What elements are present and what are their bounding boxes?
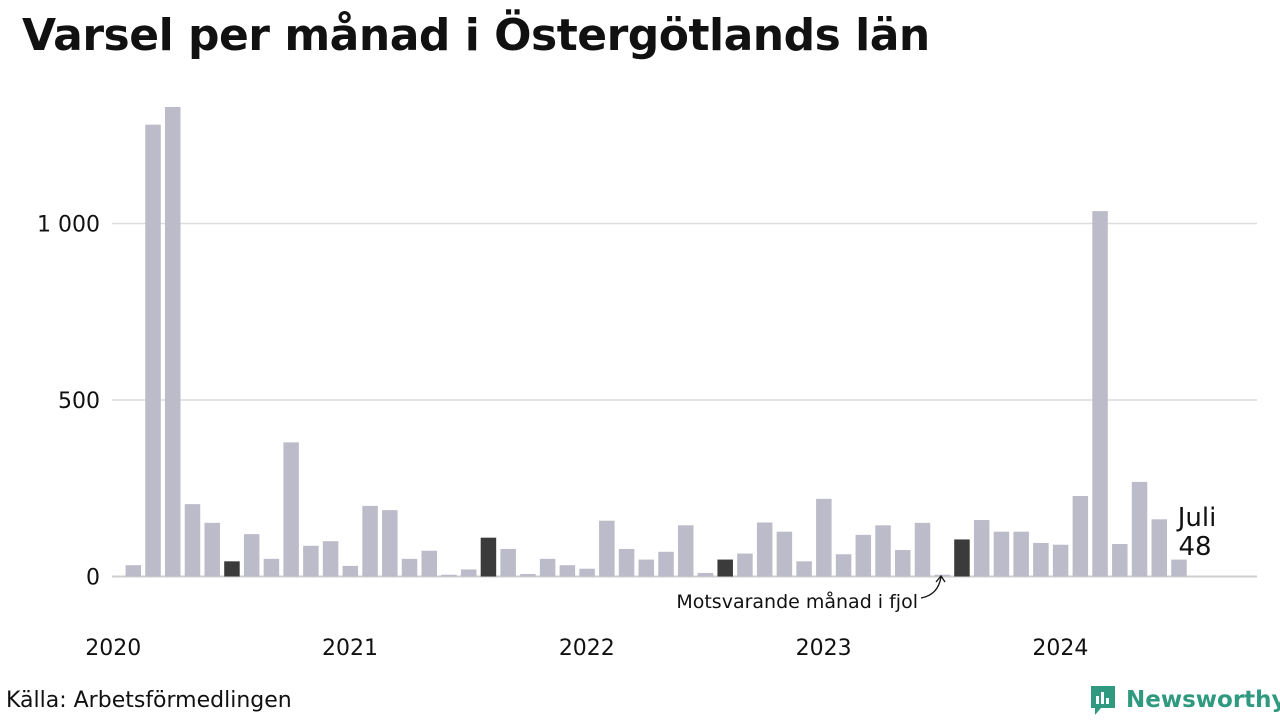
bar-2020-02 <box>145 124 161 577</box>
current-month-value: 48 <box>1178 532 1211 562</box>
bar-2022-01 <box>599 520 615 577</box>
bar-2022-09 <box>756 522 773 577</box>
y-tick-label: 0 <box>86 566 100 591</box>
bar-2022-03 <box>638 559 655 577</box>
bar-2023-11 <box>1033 542 1049 577</box>
bar-2022-06 <box>697 572 714 577</box>
bar-2020-09 <box>283 442 299 577</box>
bar-2022-11 <box>796 561 812 577</box>
annotation-arrowhead <box>935 574 946 583</box>
bar-2023-06 <box>934 574 950 577</box>
bar-2021-05 <box>441 574 457 577</box>
bar-2023-05 <box>914 522 931 577</box>
current-month-label: Juli <box>1176 503 1217 533</box>
bar-2021-10 <box>539 558 556 577</box>
bar-2023-07 <box>954 539 970 577</box>
bar-2021-07 <box>480 537 497 577</box>
bar-2022-02 <box>618 548 635 577</box>
bar-2021-06 <box>460 569 477 577</box>
bar-2020-03 <box>165 107 181 577</box>
bar-2020-04 <box>184 504 201 577</box>
bar-2021-03 <box>401 558 418 577</box>
bar-2023-01 <box>835 554 852 577</box>
source-note: Källa: Arbetsförmedlingen <box>6 688 292 713</box>
bar-2024-04 <box>1131 481 1148 577</box>
annotations: Motsvarande månad i fjol Juli 48 <box>676 503 1216 613</box>
bar-2024-03 <box>1112 544 1128 577</box>
bar-2022-08 <box>737 553 753 577</box>
bar-2022-05 <box>677 525 694 577</box>
newsworthy-logo-icon <box>1091 686 1115 715</box>
bar-chart: 0 500 1 000 2020 2021 2022 2023 2024 Motsvaran… <box>37 107 1257 661</box>
bar-2024-05 <box>1151 519 1168 577</box>
bar-2024-02 <box>1092 211 1108 577</box>
bar-2021-04 <box>421 550 437 577</box>
bar-2024-01 <box>1072 496 1089 577</box>
bar-2020-05 <box>204 522 220 577</box>
bar-2022-07 <box>717 559 733 577</box>
bar-2022-12 <box>816 498 832 577</box>
bar-2020-10 <box>303 545 319 577</box>
bar-2021-11 <box>559 565 576 577</box>
bar-2020-07 <box>243 534 260 577</box>
bar-2020-08 <box>263 558 280 577</box>
last-year-annotation: Motsvarande månad i fjol <box>676 590 918 613</box>
bar-2020-12 <box>342 565 359 577</box>
annotation-arrow <box>920 576 942 599</box>
bar-2023-10 <box>1013 531 1029 577</box>
bar-2021-02 <box>382 510 398 577</box>
bar-2023-09 <box>993 531 1010 577</box>
bar-2021-12 <box>579 568 595 577</box>
x-tick-label: 2023 <box>796 636 852 661</box>
x-tick-label: 2022 <box>559 636 615 661</box>
bar-2021-01 <box>362 505 378 577</box>
x-axis-ticks: 2020 2021 2022 2023 2024 <box>85 636 1088 661</box>
bars <box>125 107 1187 577</box>
brand-logo: Newsworthy <box>1088 683 1280 717</box>
bar-2021-08 <box>500 548 516 577</box>
bar-2022-10 <box>776 531 793 577</box>
brand-name: Newsworthy <box>1126 687 1280 713</box>
chart-title: Varsel per månad i Östergötlands län <box>22 10 930 61</box>
bar-2020-11 <box>322 541 339 577</box>
x-tick-label: 2024 <box>1032 636 1088 661</box>
bar-2023-02 <box>855 534 872 577</box>
bar-2022-04 <box>658 551 674 577</box>
x-tick-label: 2020 <box>85 636 141 661</box>
bar-2024-06 <box>1171 559 1187 577</box>
bar-2023-04 <box>895 550 911 577</box>
bar-2020-01 <box>125 565 142 577</box>
y-tick-label: 1 000 <box>37 212 100 237</box>
bar-2020-06 <box>224 561 240 577</box>
bar-2023-03 <box>875 525 891 577</box>
y-tick-label: 500 <box>58 389 100 414</box>
x-tick-label: 2021 <box>322 636 378 661</box>
bar-2023-12 <box>1052 544 1069 577</box>
bar-2021-09 <box>520 574 536 577</box>
bar-2023-08 <box>973 520 990 577</box>
y-axis-ticks: 0 500 1 000 <box>37 212 100 590</box>
